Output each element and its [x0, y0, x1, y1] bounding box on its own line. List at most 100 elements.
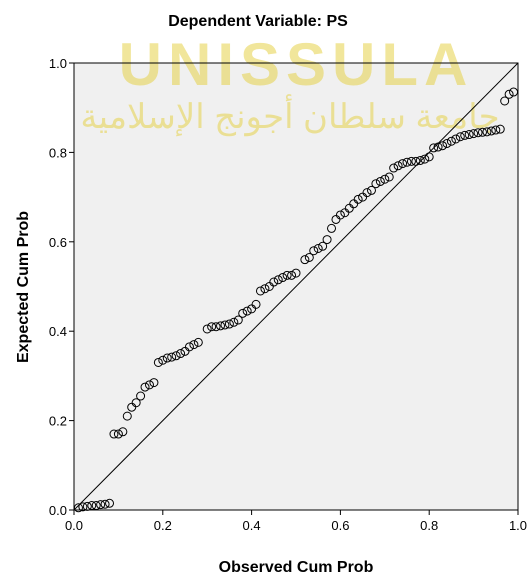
point — [78, 502, 88, 512]
point — [402, 157, 412, 167]
y-tick-label: 0.6 — [49, 235, 67, 250]
point — [424, 152, 434, 162]
point — [224, 319, 234, 329]
point — [255, 286, 265, 296]
x-tick-label: 0.4 — [243, 518, 261, 533]
point — [375, 176, 385, 186]
point — [509, 87, 519, 97]
point — [464, 130, 474, 140]
x-tick-label: 0.2 — [154, 518, 172, 533]
point — [282, 270, 292, 280]
point — [229, 317, 239, 327]
point — [353, 194, 363, 204]
point — [153, 357, 163, 367]
point — [176, 349, 186, 359]
point — [389, 163, 399, 173]
point — [477, 127, 487, 137]
point — [96, 500, 106, 510]
point — [220, 320, 230, 330]
y-tick-label: 0.4 — [49, 324, 67, 339]
point — [482, 127, 492, 137]
point — [100, 499, 110, 509]
point — [118, 427, 128, 437]
point — [278, 273, 288, 283]
point — [500, 96, 510, 106]
reference-line — [73, 62, 519, 511]
point — [327, 223, 337, 233]
point — [122, 411, 132, 421]
point — [322, 235, 332, 245]
point — [73, 503, 83, 513]
point — [411, 156, 421, 166]
x-tick-label: 0.8 — [420, 518, 438, 533]
point — [455, 132, 465, 142]
point — [393, 161, 403, 171]
x-tick-label: 0.6 — [331, 518, 349, 533]
point — [429, 143, 439, 153]
point — [238, 308, 248, 318]
point — [438, 141, 448, 151]
point — [304, 252, 314, 262]
point — [242, 306, 252, 316]
point — [384, 172, 394, 182]
point — [136, 391, 146, 401]
point — [216, 321, 226, 331]
point — [140, 382, 150, 392]
point — [189, 340, 199, 350]
point — [415, 155, 425, 165]
point — [406, 156, 416, 166]
point — [87, 501, 97, 511]
point — [491, 125, 501, 135]
point — [131, 398, 141, 408]
point — [260, 284, 270, 294]
y-axis-label: Expected Cum Prob — [15, 211, 32, 363]
point — [495, 124, 505, 134]
watermark-arabic: جامعة سلطان أجونج الإسلامية — [80, 94, 499, 137]
point — [300, 255, 310, 265]
point — [309, 246, 319, 256]
point — [162, 353, 172, 363]
point — [291, 268, 301, 278]
point — [504, 89, 514, 99]
point — [269, 277, 279, 287]
point — [371, 179, 381, 189]
point — [184, 342, 194, 352]
point — [158, 355, 168, 365]
y-tick-label: 0.2 — [49, 414, 67, 429]
point — [287, 270, 297, 280]
watermark: UNISSULA — [119, 31, 474, 98]
point — [113, 429, 123, 439]
x-tick-label: 1.0 — [509, 518, 527, 533]
point — [167, 352, 177, 362]
x-tick-label: 0.0 — [65, 518, 83, 533]
point — [144, 380, 154, 390]
y-tick-label: 0.0 — [49, 503, 67, 518]
point — [318, 241, 328, 251]
point — [82, 501, 92, 511]
chart-title: Dependent Variable: PS — [168, 13, 348, 30]
y-tick-label: 0.8 — [49, 145, 67, 160]
point — [398, 159, 408, 169]
point — [460, 130, 470, 140]
point — [442, 138, 452, 148]
point — [91, 501, 101, 511]
point — [451, 134, 461, 144]
point — [335, 210, 345, 220]
point — [193, 337, 203, 347]
point — [433, 142, 443, 152]
point — [207, 322, 217, 332]
point — [171, 351, 181, 361]
point — [233, 315, 243, 325]
point — [251, 299, 261, 309]
point — [380, 174, 390, 184]
point — [273, 275, 283, 285]
point — [420, 154, 430, 164]
point — [202, 324, 212, 334]
point — [211, 322, 221, 332]
point — [313, 244, 323, 254]
point — [109, 429, 119, 439]
y-tick-label: 1.0 — [49, 56, 67, 71]
plot-border — [73, 62, 519, 511]
point — [446, 136, 456, 146]
